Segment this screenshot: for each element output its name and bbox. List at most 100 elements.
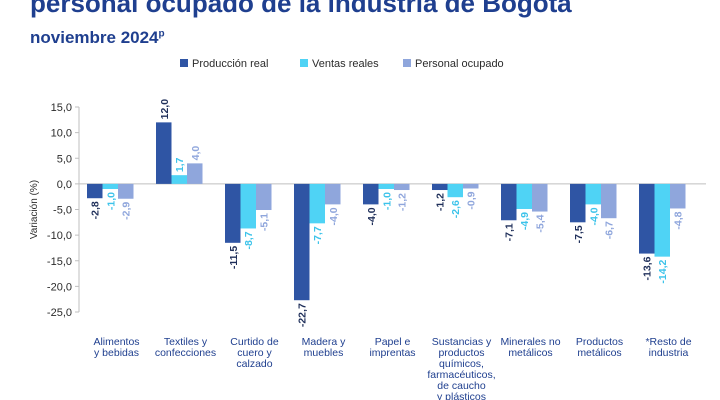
data-label: -4,0 bbox=[328, 207, 340, 225]
data-label: -5,4 bbox=[535, 214, 547, 232]
data-label: -4,0 bbox=[366, 207, 378, 225]
data-label: -7,5 bbox=[573, 225, 585, 243]
x-category-label-line: químicos, bbox=[439, 358, 484, 370]
bar bbox=[670, 183, 686, 209]
subtitle-text: noviembre 2024 bbox=[30, 28, 159, 47]
x-category-label-line: y bebidas bbox=[94, 347, 139, 359]
legend-swatch-2 bbox=[403, 59, 411, 67]
x-category-label-line: cuero y bbox=[237, 347, 272, 359]
x-category-label-line: Minerales no bbox=[500, 336, 560, 348]
x-category-label-line: productos bbox=[438, 347, 484, 359]
x-category-label-line: metálicos bbox=[577, 347, 621, 359]
y-tick-label: -20,0 bbox=[47, 281, 72, 293]
bar bbox=[363, 183, 379, 205]
x-category-label-line: *Resto de bbox=[645, 336, 691, 348]
bar bbox=[639, 183, 655, 254]
bar bbox=[532, 183, 548, 212]
y-axis-label: Variación (%) bbox=[29, 180, 40, 239]
x-category-label-line: Madera y bbox=[302, 336, 347, 348]
bar bbox=[102, 183, 118, 189]
data-label: -22,7 bbox=[297, 303, 309, 327]
bar bbox=[447, 183, 463, 198]
bar bbox=[256, 183, 272, 211]
y-tick-label: 0,0 bbox=[57, 179, 72, 191]
x-category-label-line: Textiles y bbox=[164, 336, 208, 348]
bar bbox=[187, 163, 203, 184]
data-label: -4,8 bbox=[673, 211, 685, 229]
data-label: -7,7 bbox=[312, 226, 324, 244]
x-category-label-line: industria bbox=[649, 347, 689, 359]
data-label: -2,9 bbox=[121, 202, 133, 220]
x-category-label-line: farmacéuticos, bbox=[427, 369, 495, 381]
bar bbox=[432, 183, 448, 191]
bar bbox=[240, 183, 256, 229]
data-label: -2,6 bbox=[450, 200, 462, 218]
x-category-label: Madera y muebles bbox=[302, 336, 347, 359]
bar bbox=[156, 122, 172, 184]
data-label: -1,0 bbox=[381, 192, 393, 210]
bar bbox=[501, 183, 517, 221]
data-label: 1,7 bbox=[174, 157, 186, 172]
bar bbox=[585, 183, 601, 205]
bar bbox=[601, 183, 617, 219]
bar bbox=[309, 183, 325, 224]
x-category-label-line: metálicos bbox=[508, 347, 552, 359]
y-tick-label: -5,0 bbox=[53, 205, 72, 217]
chart-title: personal ocupado de la industria de Bogo… bbox=[30, 0, 572, 18]
x-category-label-line: de caucho bbox=[437, 380, 486, 392]
data-label: 4,0 bbox=[190, 146, 202, 161]
x-category-label-line: Alimentos bbox=[93, 336, 139, 348]
x-category-label: Papel e imprentas bbox=[369, 336, 415, 359]
bar bbox=[570, 183, 586, 223]
data-label: -2,8 bbox=[90, 201, 102, 219]
legend-label-0: Producción real bbox=[192, 58, 268, 70]
y-tick-label: -15,0 bbox=[47, 256, 72, 268]
data-label: -7,1 bbox=[504, 223, 516, 241]
x-category-label-line: muebles bbox=[304, 347, 344, 359]
data-label: -1,2 bbox=[435, 193, 447, 211]
x-category-label: Productos metálicos bbox=[576, 336, 623, 359]
bar bbox=[325, 183, 341, 205]
chart-subtitle: noviembre 2024p bbox=[30, 28, 165, 48]
x-category-label: Alimentos y bebidas bbox=[93, 336, 139, 359]
x-category-label: Curtido de cuero y calzado bbox=[230, 336, 279, 370]
x-category-label-line: Curtido de bbox=[230, 336, 279, 348]
y-tick-label: -10,0 bbox=[47, 230, 72, 242]
x-category-label: Textiles y confecciones bbox=[155, 336, 216, 359]
x-category-label-line: Papel e bbox=[375, 336, 411, 348]
data-label: -14,2 bbox=[657, 259, 669, 283]
legend-swatch-1 bbox=[300, 59, 308, 67]
bar bbox=[294, 183, 310, 301]
x-category-label: Sustancias y productos químicos, farmacéuti… bbox=[427, 336, 495, 400]
data-label: 12,0 bbox=[159, 99, 171, 120]
data-label: -1,2 bbox=[397, 193, 409, 211]
x-category-label-line: imprentas bbox=[369, 347, 415, 359]
legend-swatch-0 bbox=[180, 59, 188, 67]
x-category-label-line: Productos bbox=[576, 336, 623, 348]
x-category-label-line: y plásticos bbox=[437, 391, 486, 400]
data-label: -4,9 bbox=[519, 212, 531, 230]
y-tick-label: 10,0 bbox=[51, 128, 72, 140]
y-tick-label: 5,0 bbox=[57, 153, 72, 165]
legend-label-1: Ventas reales bbox=[312, 58, 379, 70]
x-category-label: *Resto de industria bbox=[645, 336, 691, 359]
bar bbox=[463, 183, 479, 189]
data-label: -4,0 bbox=[588, 207, 600, 225]
x-category-label-line: confecciones bbox=[155, 347, 216, 359]
bar bbox=[118, 183, 134, 199]
x-category-label-line: calzado bbox=[236, 358, 272, 370]
data-label: -6,7 bbox=[604, 221, 616, 239]
bar bbox=[654, 183, 670, 257]
data-label: -5,1 bbox=[259, 213, 271, 231]
y-tick-label: 15,0 bbox=[51, 102, 72, 114]
bar bbox=[225, 183, 241, 243]
data-label: -0,9 bbox=[466, 191, 478, 209]
y-tick-label: -25,0 bbox=[47, 307, 72, 319]
bar bbox=[87, 183, 103, 199]
bar bbox=[516, 183, 532, 209]
bar bbox=[378, 183, 394, 189]
x-category-label: Minerales no metálicos bbox=[500, 336, 560, 359]
data-label: -13,6 bbox=[642, 256, 654, 280]
legend-label-2: Personal ocupado bbox=[415, 58, 504, 70]
